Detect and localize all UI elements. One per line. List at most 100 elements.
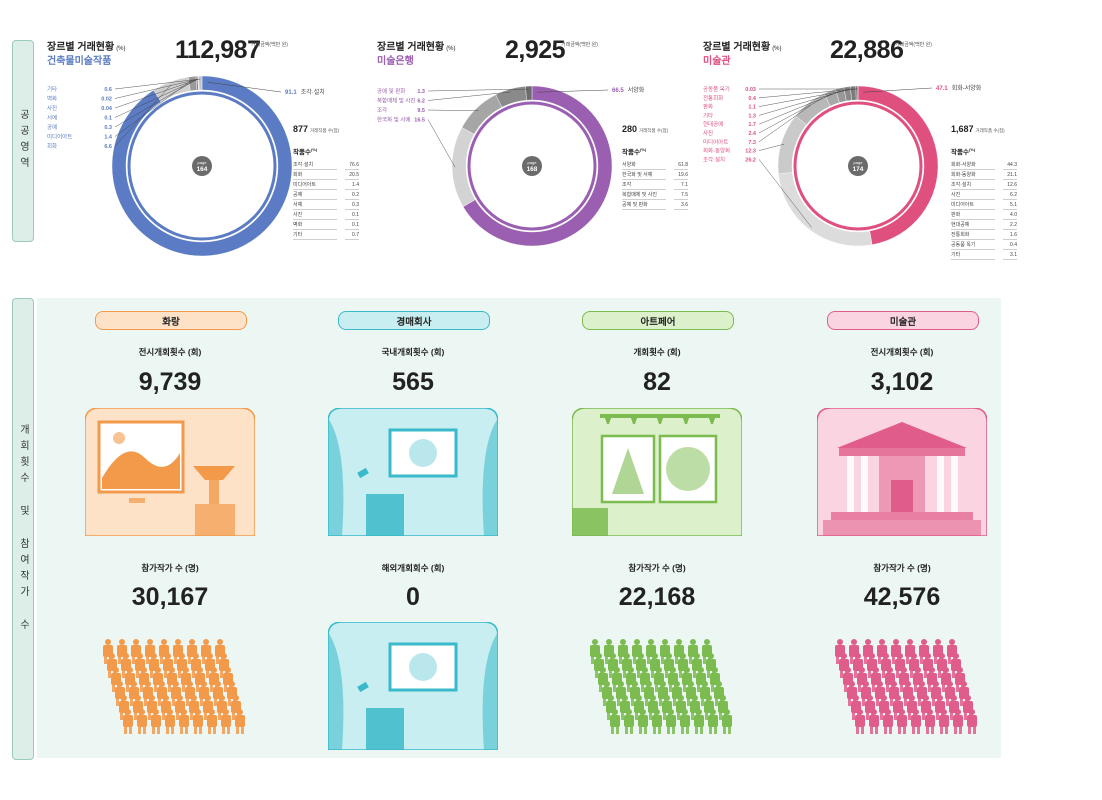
slice-label-name: 복합매체 및 사진 xyxy=(377,97,415,105)
works-row-value: 7.5 xyxy=(674,189,688,200)
works-row-name: 조각·설치 xyxy=(293,160,337,170)
works-row-gap xyxy=(337,220,345,230)
inner-ring xyxy=(127,91,277,241)
inner-ring xyxy=(467,101,597,231)
works-row-value: 20.5 xyxy=(345,169,359,180)
works-row-value: 0.1 xyxy=(345,219,359,230)
panel-subtitle: 건축물미술작품 xyxy=(47,56,112,67)
slice-label-name: 현대공예 xyxy=(703,120,723,128)
leader-line xyxy=(114,78,198,128)
works-row-name: 회화-서양화 xyxy=(951,160,995,170)
leader-line xyxy=(114,78,199,99)
venue-illustration xyxy=(84,407,256,537)
works-row-value: 4.0 xyxy=(1003,209,1017,220)
slice-label-value: 1.4 xyxy=(104,135,113,141)
slice-label-name: 회화 xyxy=(47,142,57,150)
venue-pill-2: 아트페어 xyxy=(582,311,734,330)
total-value: 2,925 xyxy=(505,36,566,64)
panel-title: 장르별 거래현황 (%) xyxy=(377,42,456,53)
leader-line xyxy=(758,88,857,99)
artists-crowd xyxy=(582,635,732,745)
works-row-value: 2.2 xyxy=(1003,219,1017,230)
works-row-name: 공동품 옥기 xyxy=(951,239,995,250)
side-tab-public: 공공영역 xyxy=(12,40,34,242)
slice-label-name: 기타 xyxy=(703,111,713,119)
venue-pill-0: 화랑 xyxy=(95,311,247,330)
leader-line xyxy=(758,143,785,151)
slice-label-value: 0.4 xyxy=(748,96,757,102)
stat-label: 개회횟수 (회) xyxy=(633,347,681,357)
works-row-gap xyxy=(666,200,674,210)
venue-illustration-graphic xyxy=(571,407,743,537)
stat-value: 30,167 xyxy=(131,583,209,611)
leader-line xyxy=(114,79,193,137)
side-tab-events-label: 개회횟수 및 참여작가 수 xyxy=(17,423,29,635)
works-table: 조각·설치 76.6 회화 20.5 미디어아트 1.4 공예 0.2 서예 0.3 사진 0.1 벽화… xyxy=(293,160,359,240)
works-count: 877 거래작품 수(점) xyxy=(293,124,340,134)
inner-ring xyxy=(793,101,923,231)
slice-1 xyxy=(451,127,476,207)
works-row-gap xyxy=(337,230,345,240)
works-row: 한국화 및 서예 19.6 xyxy=(622,169,688,180)
works-row-value: 0.3 xyxy=(345,199,359,210)
works-row-gap xyxy=(995,230,1003,240)
works-row: 조각·설치 12.6 xyxy=(951,179,1017,190)
works-row: 현대공예 2.2 xyxy=(951,219,1017,230)
works-row-gap xyxy=(995,180,1003,190)
stat-label: 전시개회횟수 (회) xyxy=(138,347,202,357)
slice-label-value: 9.5 xyxy=(417,108,425,114)
works-row-name: 미디어아트 xyxy=(951,199,995,210)
total-unit: 거래금액(백만 원) xyxy=(895,42,932,48)
works-row-value: 3.1 xyxy=(1003,249,1017,260)
page-badge xyxy=(192,156,212,176)
stat-label: 국내개회횟수 (회) xyxy=(381,347,445,357)
slice-label-name: 한국화 및 서예 xyxy=(377,116,410,124)
works-label: 작품수(%) xyxy=(951,146,976,156)
stat-label: 참가작가 수 (명) xyxy=(873,563,931,573)
works-row-name: 미디어아트 xyxy=(293,179,337,190)
slice-label-value: 0.04 xyxy=(101,106,113,112)
slice-label-value: 12.3 xyxy=(745,149,756,155)
leader-line xyxy=(758,90,841,125)
panel-subtitle: 미술관 xyxy=(703,56,731,67)
slice-8 xyxy=(855,85,859,101)
slice-label-name: 기타 xyxy=(47,85,57,93)
works-row-name: 사진 xyxy=(293,209,337,220)
slice-label-name: 미디어아트 xyxy=(47,133,72,141)
stat-label: 전시개회횟수 (회) xyxy=(870,347,934,357)
works-row: 기타 3.1 xyxy=(951,249,1017,260)
slice-0 xyxy=(857,85,939,245)
leader-line xyxy=(758,93,831,134)
works-row-name: 판화 xyxy=(951,209,995,220)
leader-line-main xyxy=(537,89,609,93)
side-tab-events: 개회횟수 및 참여작가 수 xyxy=(12,298,34,760)
total-value: 22,886 xyxy=(830,36,904,64)
works-row: 공예 및 판화 3.6 xyxy=(622,199,688,210)
slice-label-value: 6.2 xyxy=(417,99,425,105)
slice-4 xyxy=(525,85,533,101)
works-row-name: 기타 xyxy=(293,229,337,240)
works-row-name: 공예 및 판화 xyxy=(622,199,666,210)
works-row-gap xyxy=(995,220,1003,230)
slice-label-name: 서예 xyxy=(47,114,57,122)
works-row-gap xyxy=(337,170,345,180)
works-row-name: 사진 xyxy=(951,189,995,200)
leader-line xyxy=(427,109,479,111)
works-row: 조각·설치 76.6 xyxy=(293,160,359,170)
works-row-name: 현대공예 xyxy=(951,219,995,230)
panel-subtitle: 미술은행 xyxy=(377,56,414,67)
venue-pill-3: 미술관 xyxy=(827,311,979,330)
slice-label-main: 91.1 조각·설치 xyxy=(285,88,325,96)
venue-illustration-graphic xyxy=(816,407,988,537)
slice-label-name: 전통회화 xyxy=(703,94,723,102)
leader-line-main xyxy=(863,87,933,93)
slice-label-value: 1.1 xyxy=(748,105,756,111)
venue-illustration xyxy=(327,407,499,537)
works-row: 미디어아트 1.4 xyxy=(293,179,359,190)
slice-2 xyxy=(777,115,807,175)
page-badge-number: 174 xyxy=(853,166,864,173)
slice-label-value: 1.7 xyxy=(748,122,756,128)
works-row-value: 0.7 xyxy=(345,229,359,240)
